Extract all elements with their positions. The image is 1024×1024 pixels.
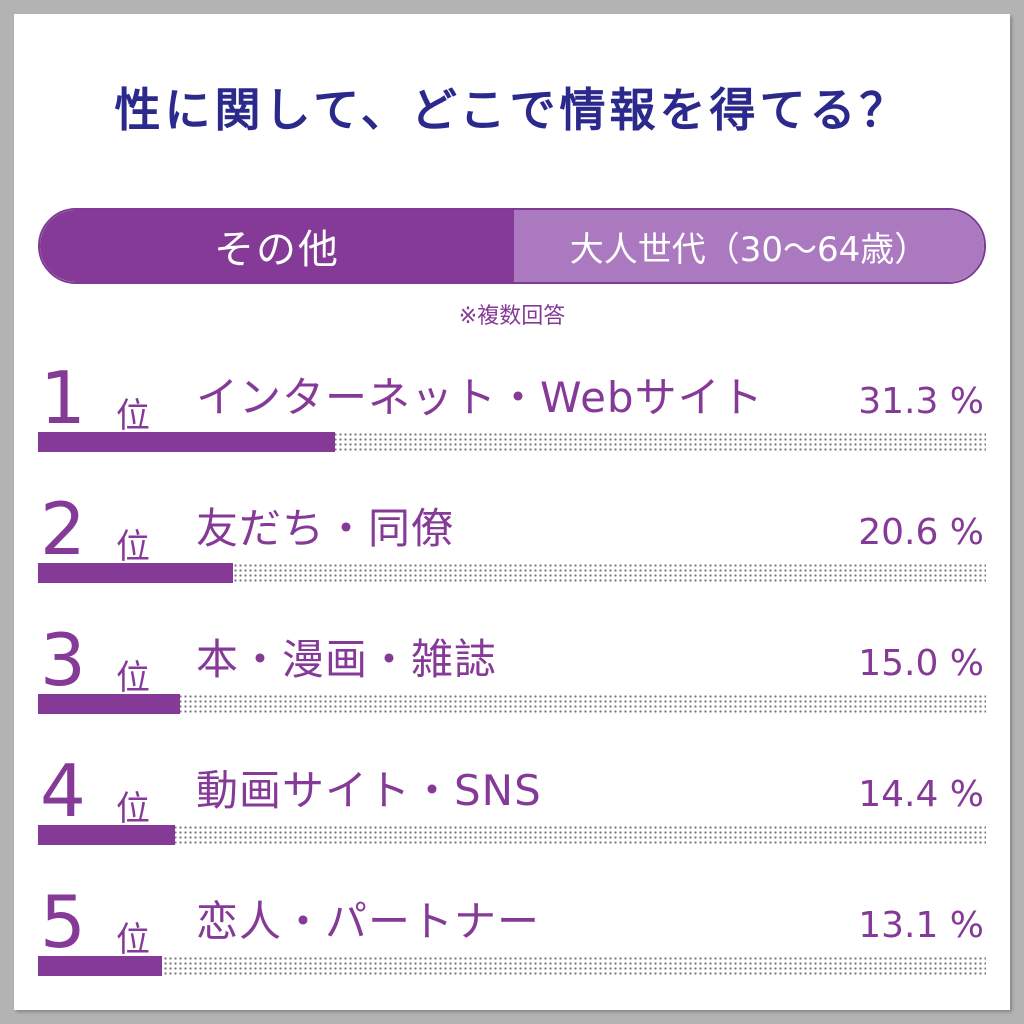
rank-number: 5 [40,880,86,964]
bar [38,694,180,714]
tab-other[interactable]: その他 [40,210,514,282]
bar-track [38,694,986,714]
chart-title: 性に関して、どこで情報を得てる？ [114,83,910,137]
value-label: 13.1 % [858,905,984,946]
bar [38,563,233,583]
category-label: 恋人・パートナー [196,897,541,946]
rank-suffix: 位 [116,920,150,960]
rank-number: 1 [40,356,86,440]
rank-number: 4 [40,749,86,833]
bar [38,956,162,976]
rank-row: 5 位恋人・パートナー 13.1 % [0,886,1024,1006]
tab-adult-generation[interactable]: 大人世代（30〜64歳） [514,210,984,282]
category-label: インターネット・Webサイト [196,373,764,422]
value-label: 15.0 % [858,643,984,684]
multiple-answer-note: ※複数回答 [458,304,566,329]
bar [38,825,175,845]
bar [38,432,335,452]
rank-suffix: 位 [116,658,150,698]
rank-row: 1 位インターネット・Webサイト 31.3 % [0,362,1024,482]
rank-number: 3 [40,618,86,702]
category-label: 動画サイト・SNS [196,766,542,815]
bar-track [38,432,986,452]
rank-suffix: 位 [116,527,150,567]
rank-row: 2 位友だち・同僚 20.6 % [0,493,1024,613]
value-label: 14.4 % [858,774,984,815]
bar-track [38,956,986,976]
rank-row: 4 位動画サイト・SNS 14.4 % [0,755,1024,875]
bar-track [38,825,986,845]
category-label: 友だち・同僚 [196,504,455,553]
rank-suffix: 位 [116,396,150,436]
rank-row: 3 位本・漫画・雑誌 15.0 % [0,624,1024,744]
value-label: 20.6 % [858,512,984,553]
segment-tabs: その他 大人世代（30〜64歳） [38,208,986,284]
value-label: 31.3 % [858,381,984,422]
rank-suffix: 位 [116,789,150,829]
bar-track [38,563,986,583]
category-label: 本・漫画・雑誌 [196,635,498,684]
rank-number: 2 [40,487,86,571]
